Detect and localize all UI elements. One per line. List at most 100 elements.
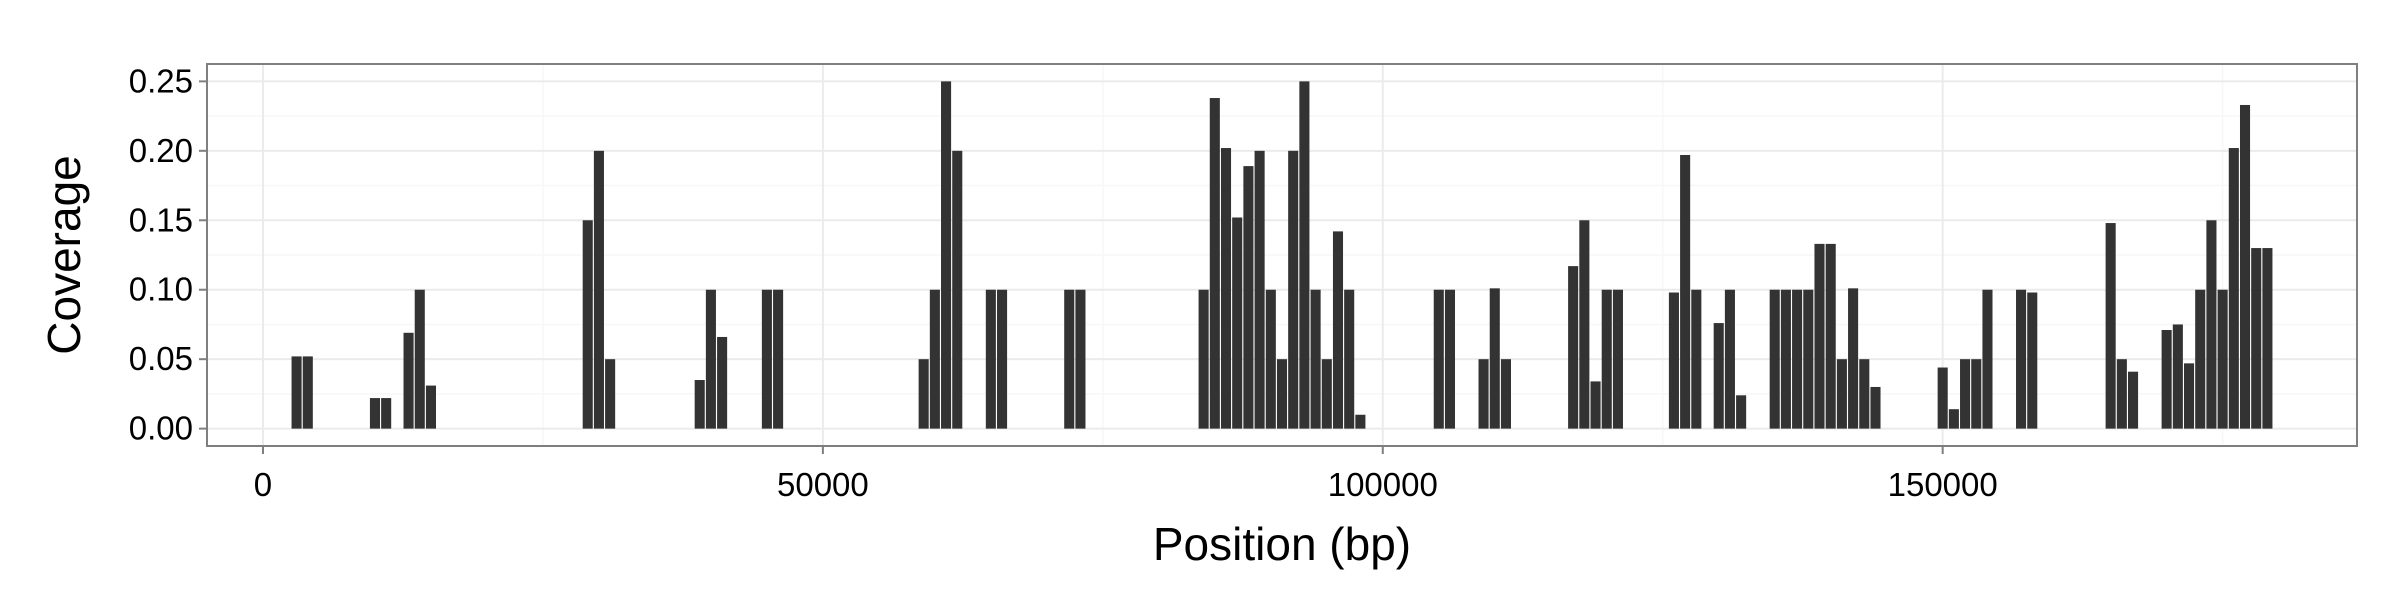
coverage-bar — [1691, 289, 1702, 429]
coverage-bar — [1612, 289, 1623, 429]
coverage-bar — [717, 336, 728, 429]
coverage-bar — [1220, 148, 1232, 429]
y-tick-label: 0.05 — [129, 340, 193, 377]
y-tick-label: 0.20 — [129, 132, 193, 169]
coverage-bars — [291, 81, 2273, 429]
coverage-bar — [1937, 367, 1948, 429]
coverage-bar — [2195, 289, 2206, 429]
coverage-bar — [1803, 289, 1814, 429]
y-tick-label: 0.25 — [129, 62, 193, 99]
coverage-bar — [1859, 359, 1870, 429]
coverage-bar — [1948, 409, 1959, 429]
coverage-bar — [2116, 359, 2127, 429]
x-tick-label: 50000 — [777, 466, 869, 503]
coverage-bar — [1500, 359, 1511, 429]
coverage-bar — [941, 81, 952, 429]
coverage-bar — [985, 289, 996, 429]
coverage-bar — [918, 359, 929, 429]
coverage-bar — [2105, 223, 2116, 429]
coverage-bar — [582, 220, 593, 429]
coverage-bar — [1971, 359, 1982, 429]
coverage-bar — [1713, 323, 1724, 429]
coverage-bar — [1344, 289, 1355, 429]
coverage-bar — [1433, 289, 1444, 429]
coverage-bar — [425, 385, 436, 429]
x-tick-label: 100000 — [1328, 466, 1438, 503]
coverage-bar — [1310, 289, 1321, 429]
coverage-bar — [1209, 98, 1220, 429]
y-axis-title: Coverage — [38, 155, 90, 354]
coverage-bar — [2128, 371, 2139, 429]
y-tick-label: 0.00 — [129, 410, 193, 447]
coverage-bar — [1265, 289, 1276, 429]
coverage-bar — [2251, 248, 2262, 429]
coverage-bar — [1243, 166, 1254, 429]
coverage-bar — [1960, 359, 1971, 429]
coverage-bar — [1355, 414, 1366, 429]
coverage-bar — [369, 398, 381, 429]
x-axis-ticks: 0 50000 100000 150000 — [254, 446, 1998, 503]
coverage-bar — [1870, 386, 1881, 429]
x-tick-label: 0 — [254, 466, 272, 503]
coverage-bar — [997, 289, 1008, 429]
coverage-bar — [2183, 363, 2195, 429]
coverage-bar — [2228, 148, 2239, 429]
coverage-bar — [929, 289, 940, 429]
y-tick-label: 0.15 — [129, 201, 193, 238]
coverage-bar — [1064, 289, 1075, 429]
major-gridlines — [207, 64, 2357, 446]
coverage-bar — [1736, 395, 1747, 429]
coverage-bar — [1792, 289, 1803, 429]
coverage-bar — [2217, 289, 2228, 429]
coverage-bar — [1982, 289, 1993, 429]
minor-gridlines — [207, 64, 2357, 446]
coverage-bar — [1668, 292, 1679, 429]
coverage-bar — [1769, 289, 1780, 429]
coverage-bar — [1198, 289, 1209, 429]
x-tick-label: 150000 — [1888, 466, 1998, 503]
coverage-bar — [1601, 289, 1612, 429]
coverage-bar — [381, 398, 392, 429]
coverage-bar — [1579, 220, 1590, 429]
coverage-bar — [1848, 288, 1859, 429]
y-tick-label: 0.10 — [129, 271, 193, 308]
coverage-bar — [2239, 104, 2251, 429]
coverage-bar — [1332, 231, 1344, 429]
coverage-bar — [1489, 288, 1500, 429]
coverage-bar — [403, 332, 414, 429]
coverage-bar — [1075, 289, 1086, 429]
coverage-bar — [2027, 292, 2038, 429]
coverage-bar — [302, 356, 313, 429]
coverage-bar — [1836, 359, 1847, 429]
coverage-bar — [1299, 81, 1310, 429]
coverage-bar — [291, 356, 302, 429]
coverage-bar — [1568, 266, 1579, 429]
coverage-bar — [1478, 359, 1489, 429]
coverage-bar — [1232, 217, 1243, 429]
coverage-bar — [1254, 150, 1265, 429]
y-axis-ticks: 0.00 0.05 0.10 0.15 0.20 0.25 — [129, 62, 207, 447]
coverage-bar — [1288, 150, 1299, 429]
coverage-bar — [593, 150, 604, 429]
coverage-bar — [705, 289, 716, 429]
coverage-bar — [773, 289, 784, 429]
coverage-bar — [2206, 220, 2217, 429]
coverage-bar — [1276, 359, 1288, 429]
coverage-bar — [605, 359, 616, 429]
coverage-bar — [2172, 324, 2183, 429]
coverage-bar — [761, 289, 772, 429]
plot-border — [206, 63, 2358, 447]
coverage-bar — [694, 380, 705, 429]
coverage-bar — [414, 289, 425, 429]
coverage-bar — [1724, 289, 1735, 429]
x-axis-title: Position (bp) — [1153, 518, 1411, 570]
coverage-bar — [1825, 243, 1836, 429]
coverage-bar — [2161, 330, 2172, 429]
coverage-bar — [1680, 154, 1691, 429]
coverage-bar — [1814, 243, 1825, 429]
coverage-bar — [1590, 381, 1601, 429]
coverage-bar — [1321, 359, 1332, 429]
coverage-bar — [2016, 289, 2027, 429]
coverage-bar — [1444, 289, 1456, 429]
